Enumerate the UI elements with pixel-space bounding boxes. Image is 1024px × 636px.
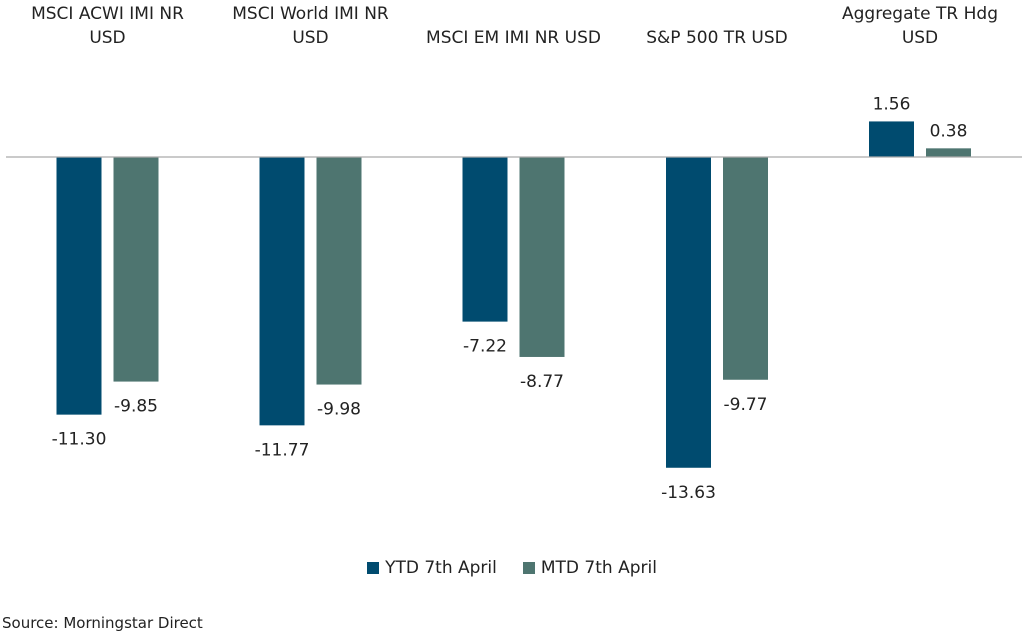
bar bbox=[723, 157, 768, 380]
legend-swatch-ytd bbox=[367, 562, 380, 574]
data-label: -13.63 bbox=[661, 483, 716, 503]
data-label: 0.38 bbox=[930, 121, 968, 141]
data-label: -9.77 bbox=[724, 395, 768, 415]
data-label: -11.77 bbox=[255, 440, 310, 460]
category-label: MSCI ACWI IMI NR USD bbox=[31, 4, 184, 48]
bar bbox=[259, 157, 305, 426]
bar bbox=[666, 157, 711, 468]
bar bbox=[113, 157, 159, 382]
legend-label-mtd: MTD 7th April bbox=[540, 558, 657, 578]
category-label: MSCI World IMI NR USD bbox=[232, 4, 389, 48]
bar bbox=[926, 148, 971, 157]
legend-item-ytd: YTD 7th April bbox=[367, 558, 497, 578]
legend: YTD 7th April MTD 7th April bbox=[0, 558, 1024, 578]
category-label: S&P 500 TR USD bbox=[646, 28, 788, 48]
bar bbox=[869, 121, 914, 157]
data-label: -9.85 bbox=[114, 397, 158, 417]
bar bbox=[56, 157, 102, 415]
category-label: MSCI EM IMI NR USD bbox=[426, 28, 601, 48]
category-label: Bloomberg Global Aggregate TR Hdg USD bbox=[842, 4, 998, 48]
source-note: Source: Morningstar Direct bbox=[2, 614, 203, 632]
bar bbox=[316, 157, 362, 385]
bar bbox=[519, 157, 565, 357]
data-label: -7.22 bbox=[463, 337, 507, 357]
legend-swatch-mtd bbox=[522, 562, 535, 574]
bar bbox=[462, 157, 508, 322]
legend-item-mtd: MTD 7th April bbox=[522, 558, 657, 578]
data-label: -8.77 bbox=[520, 372, 564, 392]
data-label: 1.56 bbox=[873, 94, 911, 114]
data-label: -11.30 bbox=[52, 430, 107, 450]
legend-label-ytd: YTD 7th April bbox=[385, 558, 497, 578]
data-label: -9.98 bbox=[317, 400, 361, 420]
